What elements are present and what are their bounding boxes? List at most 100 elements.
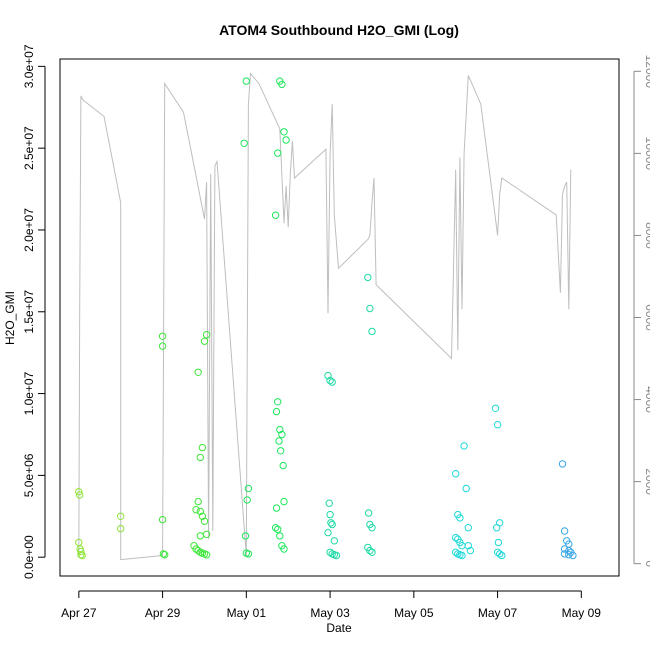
- y-axis-label: H2O_GMI: [3, 291, 17, 345]
- data-point: [242, 77, 251, 85]
- y2-tick-label: 2000: [643, 468, 650, 495]
- data-point: [192, 506, 200, 514]
- data-point: [458, 551, 466, 560]
- data-point: [364, 273, 372, 282]
- data-point: [194, 497, 202, 506]
- data-point: [368, 524, 376, 532]
- data-point: [244, 484, 253, 493]
- data-point: [278, 430, 286, 439]
- secondary-series-line: [78, 72, 572, 561]
- data-point: [493, 524, 501, 532]
- data-point: [194, 546, 202, 555]
- data-point: [244, 550, 253, 558]
- data-point: [324, 371, 332, 380]
- y-tick-label: 0.0e+00: [22, 535, 36, 579]
- x-tick-label: Apr 27: [61, 606, 97, 620]
- data-point: [324, 528, 332, 537]
- y-tick-label: 2.0e+07: [22, 208, 36, 252]
- x-axis-label: Date: [326, 621, 352, 635]
- data-point: [198, 512, 207, 520]
- x-tick-label: May 07: [478, 606, 518, 620]
- data-point: [328, 520, 336, 529]
- data-point: [558, 460, 567, 468]
- data-point: [274, 398, 282, 406]
- data-point: [326, 548, 334, 556]
- data-point: [158, 342, 167, 350]
- y2-tick-label: 0: [643, 560, 650, 567]
- data-point: [464, 542, 472, 550]
- y2-tick-label: 8000: [643, 222, 650, 249]
- data-point: [196, 453, 205, 462]
- data-point: [75, 488, 83, 496]
- data-point: [368, 327, 376, 336]
- data-point: [325, 499, 333, 507]
- data-point: [240, 139, 248, 148]
- data-point: [274, 149, 282, 157]
- data-point: [161, 551, 169, 559]
- data-point: [198, 443, 207, 452]
- data-point: [496, 550, 504, 558]
- data-point: [326, 376, 334, 385]
- data-point: [196, 532, 205, 540]
- data-point: [560, 545, 569, 553]
- data-point: [200, 337, 209, 345]
- data-point: [328, 378, 336, 386]
- y2-tick-label: 10000: [643, 137, 650, 171]
- data-point: [498, 551, 506, 560]
- data-point: [332, 551, 341, 560]
- data-point: [275, 437, 283, 445]
- data-point: [196, 507, 205, 516]
- data-point: [491, 404, 500, 412]
- data-point: [200, 517, 209, 525]
- data-point: [271, 524, 280, 532]
- data-point: [278, 80, 286, 89]
- chart-title: ATOM4 Southbound H2O_GMI (Log): [219, 22, 459, 38]
- data-point: [78, 551, 86, 560]
- y2-tick-label: 12000: [643, 55, 650, 89]
- data-point: [326, 510, 334, 519]
- data-point: [117, 524, 125, 533]
- data-point: [466, 546, 475, 555]
- data-point: [272, 504, 281, 512]
- data-point: [565, 551, 573, 559]
- y-tick-label: 1.5e+07: [22, 290, 36, 334]
- data-point: [276, 425, 284, 434]
- data-point: [452, 470, 460, 478]
- data-point: [194, 368, 202, 376]
- data-point: [452, 533, 460, 542]
- data-point: [117, 512, 125, 520]
- data-point: [560, 527, 569, 535]
- y-tick-label: 5.0e+06: [22, 453, 36, 497]
- data-point: [159, 550, 168, 558]
- data-point: [364, 509, 373, 517]
- data-point: [77, 547, 85, 556]
- data-point: [280, 545, 288, 553]
- data-point: [330, 537, 338, 545]
- data-point: [202, 551, 211, 559]
- data-point: [456, 514, 464, 522]
- data-point: [271, 211, 280, 219]
- x-tick-label: May 01: [227, 606, 267, 620]
- data-point: [327, 519, 335, 527]
- data-point: [280, 497, 288, 506]
- data-point: [279, 461, 287, 470]
- x-tick-label: May 09: [562, 606, 602, 620]
- y2-tick-label: 6000: [643, 304, 650, 331]
- data-point: [277, 447, 285, 455]
- data-point: [158, 515, 167, 524]
- data-point: [493, 548, 502, 556]
- plot-area: Apr 27 Apr 29 May 01 May 03 May 05 May 07 May …: [22, 44, 650, 620]
- y-tick-label: 3.0e+07: [22, 44, 36, 88]
- y-tick-label: 1.0e+07: [22, 371, 36, 415]
- data-point: [366, 304, 374, 313]
- y2-tick-label: 4000: [643, 386, 650, 413]
- data-point: [282, 136, 290, 144]
- data-point: [569, 551, 577, 560]
- data-point: [494, 538, 503, 547]
- data-point: [460, 442, 468, 450]
- data-point: [452, 548, 460, 556]
- data-point: [202, 331, 211, 339]
- data-point: [366, 546, 374, 555]
- y-tick-label: 2.5e+07: [22, 126, 36, 170]
